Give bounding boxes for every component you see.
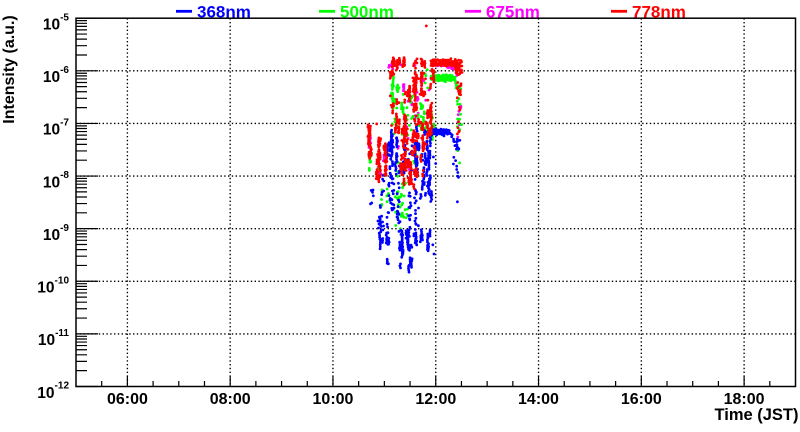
svg-text:08:00: 08:00	[210, 391, 251, 408]
svg-text:10-10: 10-10	[37, 275, 69, 296]
svg-text:10-8: 10-8	[43, 170, 70, 191]
svg-text:10-5: 10-5	[43, 12, 70, 33]
svg-text:10-9: 10-9	[43, 223, 70, 244]
svg-text:16:00: 16:00	[621, 391, 662, 408]
svg-text:10-7: 10-7	[43, 118, 70, 139]
svg-text:Time (JST): Time (JST)	[714, 406, 798, 424]
svg-text:14:00: 14:00	[518, 391, 559, 408]
svg-text:778nm: 778nm	[632, 2, 686, 21]
svg-text:500nm: 500nm	[340, 2, 394, 21]
svg-text:10:00: 10:00	[313, 391, 354, 408]
svg-text:Intensity (a.u.): Intensity (a.u.)	[1, 15, 18, 123]
svg-text:10-6: 10-6	[43, 65, 70, 86]
svg-text:12:00: 12:00	[415, 391, 456, 408]
svg-text:368nm: 368nm	[197, 2, 251, 21]
svg-text:06:00: 06:00	[107, 391, 148, 408]
svg-text:675nm: 675nm	[486, 2, 540, 21]
svg-text:10-11: 10-11	[38, 328, 70, 349]
svg-text:10-12: 10-12	[37, 381, 69, 402]
svg-text:18:00: 18:00	[724, 391, 765, 408]
